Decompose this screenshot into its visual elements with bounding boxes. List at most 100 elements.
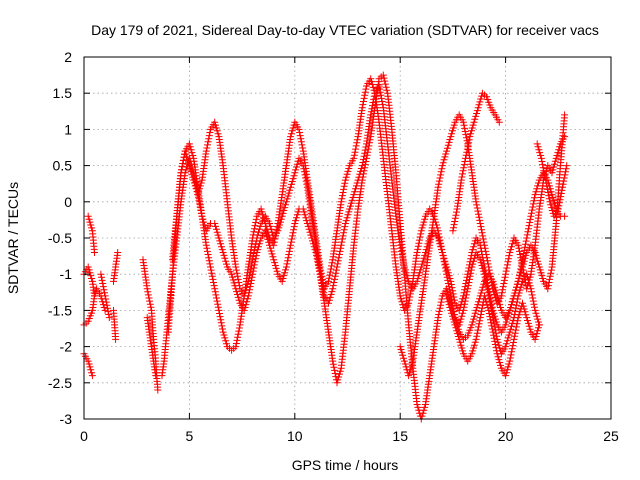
data-point — [525, 276, 533, 284]
data-point — [243, 298, 251, 306]
data-point — [197, 179, 205, 187]
data-point — [367, 75, 375, 83]
data-point — [470, 341, 478, 349]
data-point — [415, 239, 423, 247]
data-point — [216, 237, 224, 245]
data-point — [407, 363, 415, 371]
data-point — [326, 271, 334, 279]
data-point — [443, 266, 451, 274]
data-point — [490, 334, 498, 342]
data-point — [267, 247, 275, 255]
data-point — [508, 301, 515, 309]
data-point — [435, 237, 443, 245]
y-tick-label: -2 — [60, 339, 73, 355]
data-point — [420, 406, 428, 414]
data-point — [542, 176, 550, 184]
data-point — [181, 147, 189, 155]
data-point — [147, 303, 155, 311]
data-point — [436, 240, 444, 248]
data-point — [479, 301, 487, 309]
data-point — [469, 347, 477, 355]
data-point — [473, 107, 481, 115]
data-point — [499, 286, 507, 294]
data-point — [235, 327, 243, 335]
data-point — [284, 192, 292, 200]
data-point — [560, 174, 568, 182]
data-point — [493, 347, 501, 355]
data-point — [484, 304, 492, 311]
data-point — [404, 275, 412, 282]
data-point — [484, 260, 492, 268]
data-point — [285, 251, 293, 258]
data-point — [445, 138, 453, 146]
data-point — [215, 234, 223, 242]
data-point — [482, 298, 490, 306]
data-point — [515, 289, 523, 297]
data-point — [444, 141, 452, 149]
data-point — [217, 243, 225, 251]
data-point — [470, 118, 478, 126]
data-point — [459, 118, 467, 126]
data-point — [332, 269, 340, 277]
data-point — [414, 403, 422, 411]
data-point — [504, 312, 512, 320]
data-point — [520, 272, 528, 280]
data-point — [451, 218, 459, 225]
data-point — [443, 263, 451, 271]
data-point — [547, 266, 555, 274]
data-point — [217, 319, 225, 327]
data-point — [296, 132, 304, 140]
data-point — [503, 315, 511, 323]
data-point — [470, 257, 478, 265]
data-point — [362, 85, 370, 93]
data-point — [232, 266, 240, 274]
data-point — [214, 130, 222, 138]
data-point — [292, 217, 300, 225]
data-point — [211, 285, 219, 293]
data-point — [546, 198, 554, 206]
data-point — [248, 259, 256, 267]
data-point — [353, 139, 361, 147]
data-point — [282, 198, 290, 206]
data-point — [505, 360, 513, 368]
data-point — [85, 360, 93, 368]
data-point — [211, 220, 219, 227]
data-point — [293, 160, 301, 168]
data-point — [279, 275, 287, 282]
data-point — [502, 318, 510, 326]
data-point — [346, 205, 354, 213]
data-point — [179, 156, 187, 164]
data-point — [450, 121, 458, 129]
chart-title: Day 179 of 2021, Sidereal Day-to-day VTE… — [91, 22, 599, 38]
data-point — [114, 249, 122, 256]
data-point — [563, 162, 571, 170]
data-point — [416, 233, 424, 241]
data-point — [523, 314, 531, 322]
data-point — [526, 325, 534, 333]
data-point — [328, 259, 336, 267]
data-point — [368, 78, 375, 86]
data-point — [509, 339, 517, 346]
data-point — [345, 165, 353, 172]
data-point — [271, 259, 279, 267]
data-point — [474, 207, 482, 215]
data-point — [493, 350, 501, 358]
data-point — [232, 263, 240, 271]
data-point — [446, 275, 454, 282]
data-point — [435, 177, 443, 185]
data-point — [529, 294, 537, 302]
data-point — [491, 337, 499, 345]
data-point — [264, 235, 272, 243]
data-point — [467, 266, 475, 274]
y-tick-label: 2 — [64, 49, 72, 65]
data-point — [506, 249, 514, 256]
data-point — [105, 311, 113, 318]
data-point — [535, 146, 543, 154]
data-point — [482, 276, 490, 284]
data-point — [524, 279, 532, 287]
data-point — [461, 124, 469, 132]
data-point — [461, 128, 469, 135]
data-point — [450, 224, 457, 232]
data-point — [291, 220, 299, 227]
data-point — [548, 191, 556, 199]
